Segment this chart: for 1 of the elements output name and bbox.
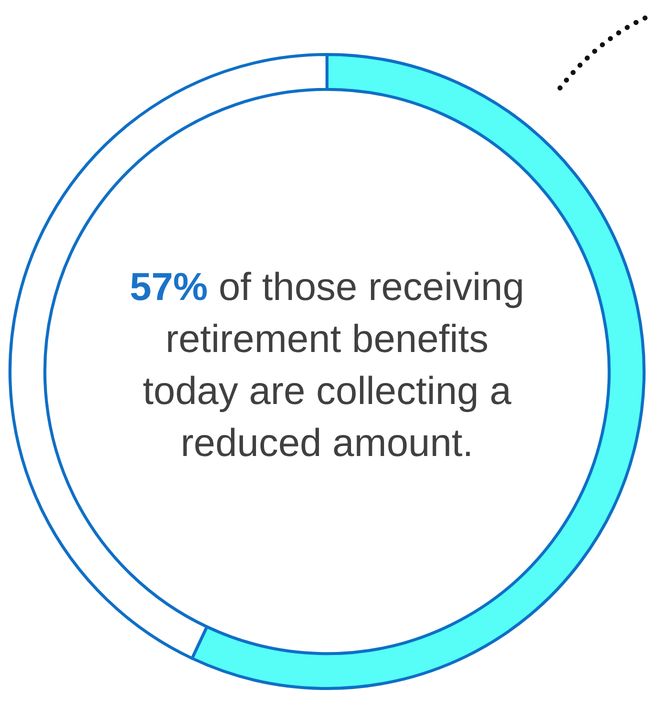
text: 57% — [130, 266, 208, 309]
